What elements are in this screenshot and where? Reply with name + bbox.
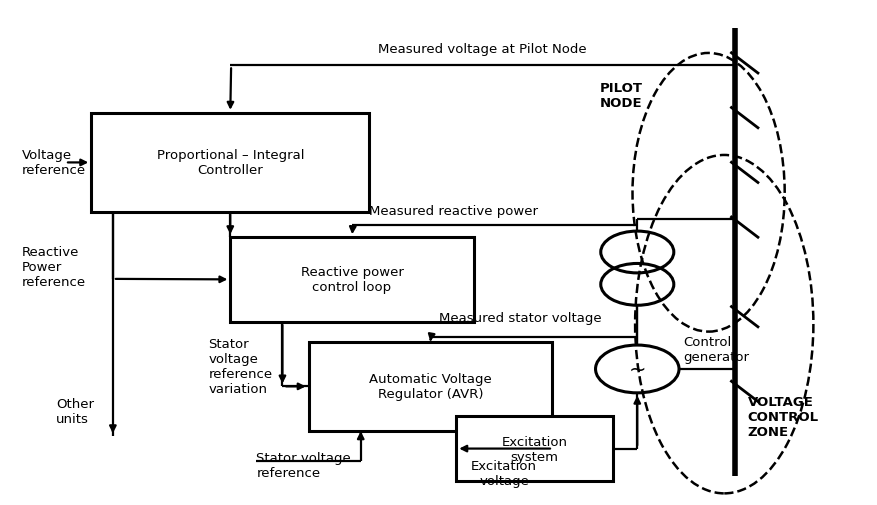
Text: Reactive power
control loop: Reactive power control loop [300,266,403,294]
Bar [230,237,474,322]
Text: Reactive
Power
reference: Reactive Power reference [22,246,86,289]
Text: Measured voltage at Pilot Node: Measured voltage at Pilot Node [378,43,586,57]
Text: Automatic Voltage
Regulator (AVR): Automatic Voltage Regulator (AVR) [368,373,491,400]
Bar [91,114,369,213]
Text: PILOT
NODE: PILOT NODE [599,82,642,110]
Text: Excitation
voltage: Excitation voltage [471,459,537,487]
Bar [456,417,612,481]
Text: VOLTAGE
CONTROL
ZONE: VOLTAGE CONTROL ZONE [747,395,818,438]
Text: Control
generator: Control generator [682,335,749,363]
Text: Excitation
system: Excitation system [501,435,567,463]
Text: Stator
voltage
reference
variation: Stator voltage reference variation [209,338,273,396]
Text: ~: ~ [628,359,645,379]
Text: Measured reactive power: Measured reactive power [369,205,538,218]
Bar [308,342,552,431]
Text: Proportional – Integral
Controller: Proportional – Integral Controller [156,149,303,177]
Text: Measured stator voltage: Measured stator voltage [438,312,601,325]
Text: Voltage
reference: Voltage reference [22,149,86,177]
Text: Stator voltage
reference: Stator voltage reference [256,451,351,479]
Text: Other
units: Other units [56,397,94,425]
